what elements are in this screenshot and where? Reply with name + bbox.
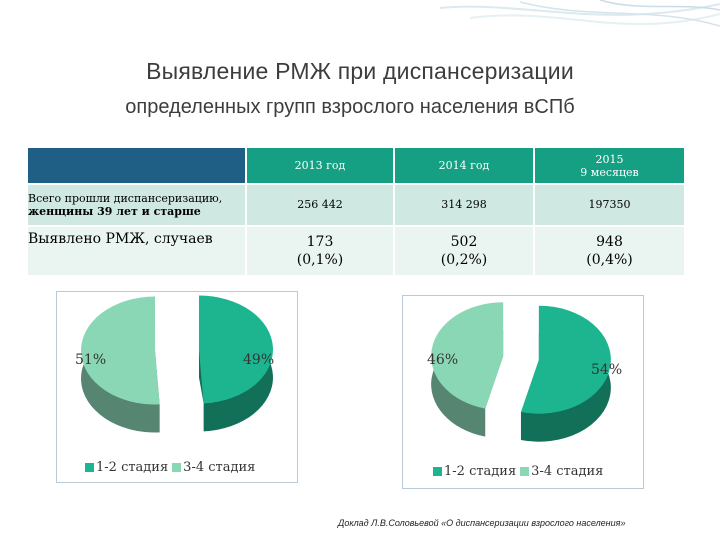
legend-label-1-2: 1-2 стадия: [96, 460, 169, 475]
legend-label-1-2: 1-2 стадия: [444, 464, 517, 479]
header-2015: 2015 9 месяцев: [533, 148, 684, 184]
value-detected-2013: 173 (0,1%): [245, 225, 394, 275]
slide-title-line2: определенных групп взрослого населения в…: [125, 96, 575, 118]
value-total-2013: 256 442: [245, 183, 394, 226]
value-total-2015: 197350: [533, 183, 684, 226]
header-2014: 2014 год: [393, 148, 534, 184]
row-label-total-line2: женщины 39 лет и старше: [28, 205, 201, 218]
pie-slice-1-2: [198, 295, 273, 404]
value-detected-2015: 948 (0,4%): [533, 225, 684, 275]
table-header-row: 2013 год 2014 год 2015 9 месяцев: [28, 148, 684, 184]
legend-item: 1-2 стадия: [85, 460, 168, 475]
pie-chart-1: 51% 49% 1-2 стадия 3-4 стадия: [56, 291, 298, 483]
legend-swatch-1-2: [433, 467, 442, 476]
header-2015-text: 2015 9 месяцев: [580, 152, 639, 179]
decorative-waves: [439, 0, 720, 27]
value-detected-2014: 502 (0,2%): [393, 225, 534, 275]
value-total-2014: 314 298: [393, 183, 534, 226]
pie-chart-2: 46% 54% 1-2 стадия 3-4 стадия: [402, 295, 644, 489]
row-label-total-line1: Всего прошли диспансеризацию,: [28, 192, 223, 205]
pie-slice-3-4: [431, 302, 504, 409]
pie-1-label-3-4: 51%: [75, 352, 107, 368]
pie-2-label-1-2: 54%: [591, 362, 623, 378]
statistics-table: 2013 год 2014 год 2015 9 месяцев Всего пр…: [28, 148, 684, 275]
legend-label-3-4: 3-4 стадия: [183, 460, 256, 475]
footer-citation: Доклад Л.В.Соловьевой «О диспансеризации…: [338, 518, 626, 528]
pie-1-legend: 1-2 стадия 3-4 стадия: [85, 460, 259, 475]
pie-2-label-3-4: 46%: [427, 352, 459, 368]
pie-2-legend: 1-2 стадия 3-4 стадия: [433, 464, 607, 479]
value-detected-2013-pct: (0,1%): [296, 252, 344, 268]
value-detected-2014-count: 502: [450, 234, 478, 250]
legend-label-3-4: 3-4 стадия: [531, 464, 604, 479]
pie-slice-1-2: [520, 305, 611, 414]
legend-swatch-1-2: [85, 463, 94, 472]
value-detected-2014-pct: (0,2%): [440, 252, 488, 268]
legend-swatch-3-4: [172, 463, 182, 472]
legend-item: 1-2 стадия: [433, 464, 516, 479]
table-row: Всего прошли диспансеризацию, женщины 39…: [28, 183, 684, 226]
pie-chart-2-svg: [431, 302, 611, 442]
value-detected-2013-count: 173: [306, 234, 334, 250]
pie-slice-3-4: [81, 296, 160, 405]
slide-title-line1: Выявление РМЖ при диспансеризации: [146, 58, 574, 84]
header-2013: 2013 год: [245, 148, 394, 184]
value-detected-2015-pct: (0,4%): [586, 252, 633, 268]
row-label-detected: Выявлено РМЖ, случаев: [28, 225, 246, 275]
row-label-total: Всего прошли диспансеризацию, женщины 39…: [28, 183, 246, 226]
table-row: Выявлено РМЖ, случаев 173 (0,1%) 502 (0,…: [28, 225, 684, 275]
header-empty-cell: [28, 148, 246, 184]
legend-item: 3-4 стадия: [172, 460, 255, 475]
value-detected-2015-count: 948: [596, 234, 623, 250]
legend-swatch-3-4: [520, 467, 530, 476]
pie-1-label-1-2: 49%: [243, 352, 275, 368]
legend-item: 3-4 стадия: [520, 464, 603, 479]
pie-chart-1-svg: [81, 295, 273, 433]
